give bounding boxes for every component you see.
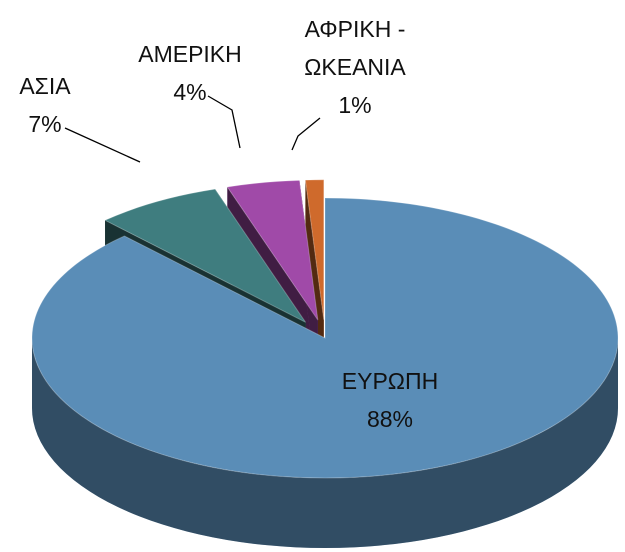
data-label: ΑΜΕΡΙΚΗ 4% <box>120 35 260 111</box>
category-label: ΕΥΡΩΠΗ <box>341 368 439 394</box>
value-label: 1% <box>338 92 372 118</box>
leader-line <box>291 117 321 151</box>
category-label: ΑΣΙΑ <box>19 73 71 99</box>
slice <box>31 197 619 479</box>
slice <box>226 179 319 321</box>
leader-line <box>64 127 141 163</box>
category-label: ΑΜΕΡΙΚΗ <box>138 41 242 67</box>
side-shade <box>32 338 618 548</box>
data-label: ΑΣΙΑ 7% <box>0 67 90 143</box>
data-label: ΑΦΡΙΚΗ - ΩΚΕΑΝΙΑ 1% <box>285 10 425 124</box>
leader-line <box>207 95 241 149</box>
value-label: 88% <box>366 406 414 432</box>
slice <box>103 188 307 323</box>
slice-side <box>32 338 618 548</box>
value-label: 4% <box>173 79 207 105</box>
value-label: 7% <box>28 111 62 137</box>
slice <box>304 179 325 320</box>
category-label: ΑΦΡΙΚΗ - ΩΚΕΑΝΙΑ <box>304 16 406 80</box>
data-label: ΕΥΡΩΠΗ 88% <box>310 362 470 438</box>
